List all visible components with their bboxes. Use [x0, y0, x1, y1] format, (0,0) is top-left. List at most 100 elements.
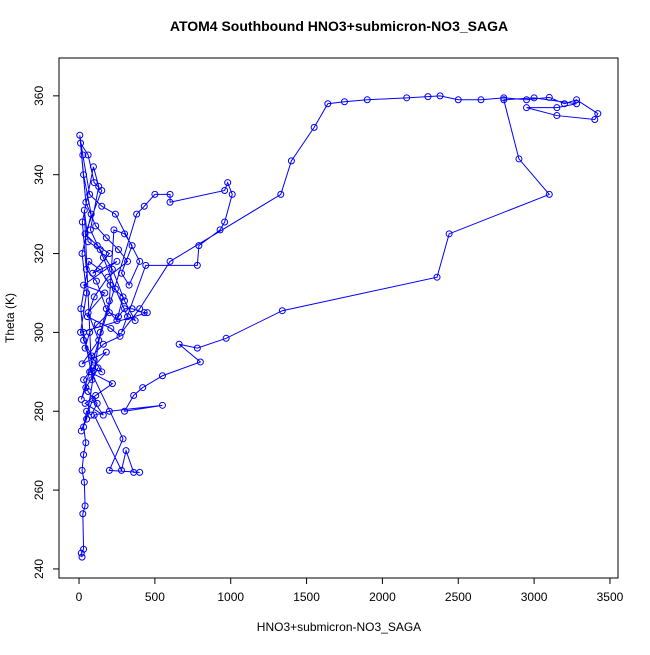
data-point [77, 549, 85, 557]
data-point [81, 502, 89, 510]
data-point [195, 242, 203, 250]
data-point [121, 297, 129, 305]
data-point [523, 96, 531, 104]
x-tick-label: 2000 [369, 590, 396, 604]
data-point [545, 190, 553, 198]
data-point [78, 360, 86, 368]
data-point [166, 198, 174, 206]
data-point [139, 384, 147, 392]
data-point [101, 289, 109, 297]
data-point [591, 116, 599, 124]
data-point [222, 334, 230, 342]
data-point [158, 401, 166, 409]
y-tick-label: 340 [32, 164, 46, 184]
data-point [84, 151, 92, 159]
data-point [108, 380, 116, 388]
data-point [151, 190, 159, 198]
data-point [90, 411, 98, 419]
x-tick-label: 3500 [597, 590, 624, 604]
data-point [119, 435, 127, 443]
data-point [433, 273, 441, 281]
data-point [142, 261, 150, 269]
data-point [111, 210, 119, 218]
data-point [83, 313, 91, 321]
data-point [277, 190, 285, 198]
x-tick-label: 500 [145, 590, 165, 604]
data-point [436, 92, 444, 100]
data-point [98, 202, 106, 210]
data-point [573, 96, 581, 104]
data-point [143, 309, 151, 317]
data-point [96, 265, 104, 273]
data-point [105, 407, 113, 415]
data-point [99, 411, 107, 419]
data-point [140, 309, 148, 317]
data-point [121, 407, 129, 415]
data-point [136, 257, 144, 265]
data-point [82, 265, 90, 273]
data-point [77, 427, 85, 435]
data-point [500, 96, 508, 104]
data-point [82, 384, 90, 392]
data-point [76, 131, 84, 139]
data-point [128, 305, 136, 313]
data-point [122, 447, 130, 455]
data-point [403, 94, 411, 102]
data-point [80, 376, 88, 384]
y-tick-label: 280 [32, 401, 46, 421]
data-point [158, 372, 166, 380]
data-point [90, 179, 98, 187]
data-point [87, 210, 95, 218]
data-point [80, 336, 88, 344]
data-point [86, 226, 94, 234]
data-point [130, 391, 138, 399]
data-point [81, 399, 89, 407]
data-point [99, 340, 107, 348]
x-axis-label: HNO3+submicron-NO3_SAGA [257, 620, 421, 634]
data-point [216, 226, 224, 234]
data-point [94, 364, 102, 372]
data-point [166, 190, 174, 198]
data-point [125, 281, 133, 289]
data-point [86, 190, 94, 198]
data-point [88, 376, 96, 384]
data-point [85, 257, 93, 265]
data-point [80, 281, 88, 289]
data-point [77, 305, 85, 313]
data-point [424, 93, 432, 101]
data-point [104, 273, 112, 281]
data-point [77, 139, 85, 147]
data-point [78, 218, 86, 226]
data-point [81, 230, 89, 238]
data-point [96, 328, 104, 336]
data-point [224, 179, 232, 187]
data-point [88, 352, 96, 360]
x-tick-label: 1500 [293, 590, 320, 604]
data-point [136, 468, 144, 476]
data-point [136, 305, 144, 313]
data-point [363, 96, 371, 104]
data-point [445, 230, 453, 238]
data-point [454, 96, 462, 104]
data-point [80, 545, 88, 553]
data-point [78, 250, 86, 258]
data-point [114, 246, 122, 254]
data-point [175, 340, 183, 348]
data-point [80, 423, 88, 431]
data-point [93, 399, 101, 407]
data-point [99, 253, 107, 261]
x-tick-label: 3000 [521, 590, 548, 604]
data-point [140, 202, 148, 210]
data-point [90, 293, 98, 301]
data-point [553, 112, 561, 120]
data-point [98, 368, 106, 376]
data-point [594, 110, 602, 118]
data-point [89, 269, 97, 277]
data-point [87, 368, 95, 376]
data-point [310, 123, 318, 131]
data-point [79, 510, 87, 518]
data-point [89, 395, 97, 403]
y-tick-label: 240 [32, 559, 46, 579]
data-point [83, 289, 91, 297]
